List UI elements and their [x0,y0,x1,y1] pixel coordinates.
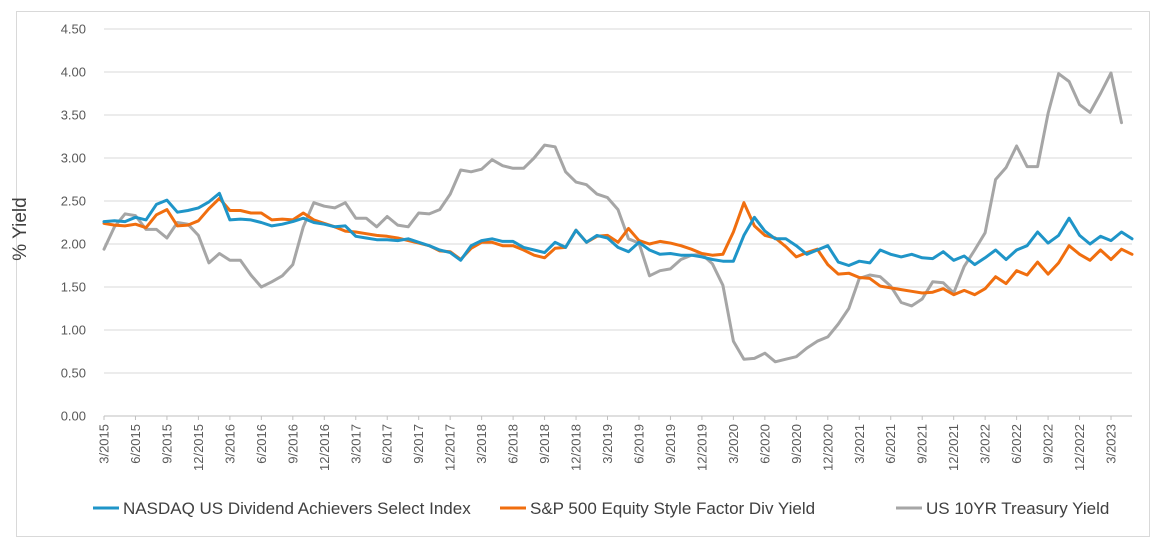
x-tick-label: 9/2017 [411,424,426,464]
x-tick-label: 12/2019 [694,424,709,471]
x-tick-label: 6/2020 [757,424,772,464]
y-tick-label: 1.00 [61,323,86,338]
series-line-nasdaq-us-dividend-achievers-select-index [102,191,1134,267]
x-tick-label: 9/2021 [915,424,930,464]
y-tick-label: 2.50 [61,194,86,209]
x-tick-label: 12/2016 [317,424,332,471]
x-tick-label: 3/2022 [978,424,993,464]
x-tick-label: 3/2021 [852,424,867,464]
x-tick-label: 9/2019 [663,424,678,464]
x-tick-label: 9/2018 [537,424,552,464]
x-tick-label: 6/2022 [1009,424,1024,464]
x-tick-label: 3/2017 [348,424,363,464]
x-tick-label: 12/2015 [191,424,206,471]
x-tick-label: 6/2015 [128,424,143,464]
x-tick-label: 3/2019 [600,424,615,464]
y-tick-label: 0.00 [61,409,86,424]
series-lines [102,71,1134,364]
x-tick-label: 9/2022 [1041,424,1056,464]
y-tick-label: 0.50 [61,366,86,381]
y-axis-label: % Yield [10,197,31,260]
x-tick-label: 3/2023 [1104,424,1119,464]
y-tick-label: 4.00 [61,65,86,80]
x-tick-label: 6/2021 [883,424,898,464]
x-axis-ticks: 3/2015 6/2015 9/2015 12/2015 3/2016 6/2016 9/2… [97,416,1119,471]
x-tick-label: 12/2018 [569,424,584,471]
legend: NASDAQ US Dividend Achievers Select Inde… [93,499,1109,518]
x-tick-label: 12/2020 [820,424,835,471]
x-tick-label: 12/2021 [946,424,961,471]
x-tick-label: 12/2017 [443,424,458,471]
x-tick-label: 6/2019 [631,424,646,464]
x-tick-label: 12/2022 [1072,424,1087,471]
legend-label: NASDAQ US Dividend Achievers Select Inde… [123,499,471,518]
x-tick-label: 3/2020 [726,424,741,464]
x-tick-label: 9/2016 [285,424,300,464]
x-tick-label: 9/2020 [789,424,804,464]
series-line-s-p-500-equity-style-factor-div-yield [102,196,1134,297]
x-tick-label: 9/2015 [159,424,174,464]
legend-label: US 10YR Treasury Yield [926,499,1109,518]
x-tick-label: 3/2018 [474,424,489,464]
y-tick-label: 1.50 [61,280,86,295]
x-tick-label: 6/2018 [506,424,521,464]
y-axis-ticks: 0.00 0.50 1.00 1.50 2.00 2.50 3.00 3.50 4.00 4.50 [61,22,86,424]
x-tick-label: 6/2017 [380,424,395,464]
y-tick-label: 4.50 [61,22,86,37]
y-tick-label: 3.50 [61,108,86,123]
x-tick-label: 3/2015 [97,424,112,464]
legend-label: S&P 500 Equity Style Factor Div Yield [530,499,815,518]
gridlines [104,28,1132,417]
y-tick-label: 2.00 [61,237,86,252]
chart-frame [16,11,1150,537]
x-tick-label: 3/2016 [222,424,237,464]
y-tick-label: 3.00 [61,151,86,166]
x-tick-label: 6/2016 [254,424,269,464]
series-line-us-10yr-treasury-yield [102,71,1123,364]
